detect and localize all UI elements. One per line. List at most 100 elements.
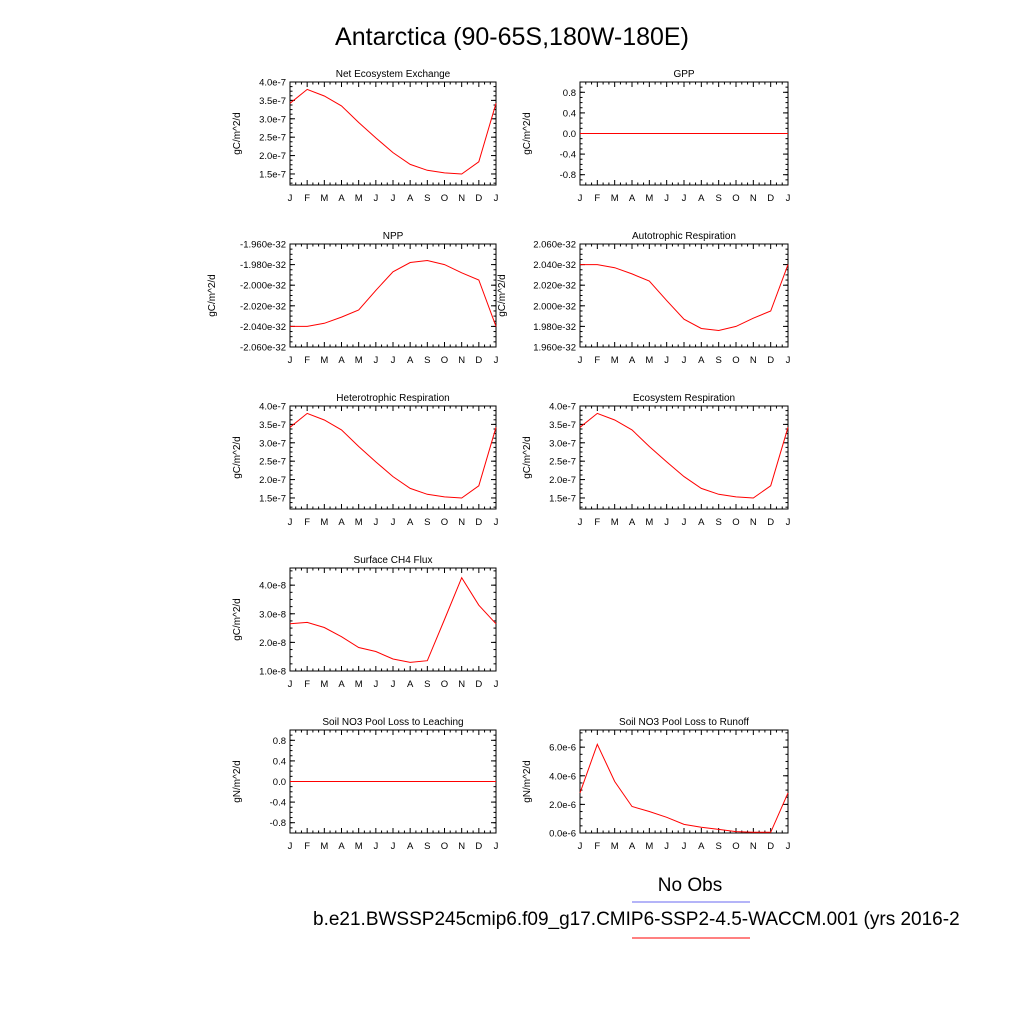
x-tick-label: A bbox=[407, 517, 414, 528]
y-tick-label: 0.0 bbox=[563, 129, 576, 140]
y-tick-label: 2.0e-7 bbox=[259, 151, 286, 162]
y-tick-label: 3.0e-7 bbox=[259, 438, 286, 449]
x-tick-label: M bbox=[355, 517, 363, 528]
x-tick-label: J bbox=[391, 841, 396, 852]
x-tick-label: A bbox=[629, 841, 636, 852]
x-tick-label: J bbox=[373, 841, 378, 852]
y-axis-label: gC/m^2/d bbox=[522, 112, 533, 155]
x-tick-label: N bbox=[750, 355, 757, 366]
series-line bbox=[289, 576, 497, 663]
y-axis-label: gN/m^2/d bbox=[522, 760, 533, 803]
x-tick-label: O bbox=[732, 517, 739, 528]
x-tick-label: D bbox=[767, 355, 774, 366]
x-tick-label: M bbox=[645, 193, 653, 204]
x-tick-label: A bbox=[338, 193, 345, 204]
y-axis-label: gC/m^2/d bbox=[232, 436, 243, 479]
series-line bbox=[579, 412, 789, 499]
x-tick-label: M bbox=[611, 517, 619, 528]
panel-title: Surface CH4 Flux bbox=[354, 555, 433, 566]
x-tick-label: J bbox=[288, 679, 293, 690]
x-tick-label: A bbox=[629, 517, 636, 528]
y-tick-label: -0.8 bbox=[560, 170, 576, 181]
x-tick-label: J bbox=[494, 193, 499, 204]
x-tick-label: J bbox=[664, 193, 669, 204]
y-tick-label: 2.040e-32 bbox=[533, 260, 576, 271]
x-tick-label: A bbox=[629, 355, 636, 366]
x-tick-label: A bbox=[338, 355, 345, 366]
x-tick-label: O bbox=[441, 841, 448, 852]
y-tick-label: 4.0e-7 bbox=[259, 402, 286, 413]
y-tick-label: 4.0e-7 bbox=[259, 78, 286, 89]
x-tick-label: J bbox=[664, 517, 669, 528]
y-tick-label: 0.0 bbox=[273, 777, 286, 788]
y-tick-label: 2.5e-7 bbox=[259, 457, 286, 468]
y-tick-label: 1.5e-7 bbox=[549, 493, 576, 504]
x-tick-label: A bbox=[698, 841, 705, 852]
x-tick-label: J bbox=[578, 355, 583, 366]
x-tick-label: J bbox=[391, 193, 396, 204]
x-tick-label: M bbox=[320, 517, 328, 528]
y-tick-label: 2.0e-7 bbox=[259, 475, 286, 486]
panel-title: Autotrophic Respiration bbox=[632, 231, 736, 242]
y-tick-label: -2.000e-32 bbox=[240, 281, 286, 292]
y-tick-label: 1.5e-7 bbox=[259, 169, 286, 180]
x-tick-label: J bbox=[664, 355, 669, 366]
y-tick-label: -0.4 bbox=[560, 150, 576, 161]
x-tick-label: J bbox=[391, 517, 396, 528]
x-tick-label: O bbox=[732, 841, 739, 852]
y-tick-label: 3.0e-8 bbox=[259, 609, 286, 620]
x-tick-label: J bbox=[786, 355, 791, 366]
y-tick-label: -2.060e-32 bbox=[240, 343, 286, 354]
y-tick-label: 0.4 bbox=[273, 756, 286, 767]
y-axis-label: gN/m^2/d bbox=[232, 760, 243, 803]
x-tick-label: M bbox=[645, 517, 653, 528]
x-tick-label: J bbox=[391, 679, 396, 690]
x-tick-label: J bbox=[288, 841, 293, 852]
x-tick-label: F bbox=[304, 517, 310, 528]
panel-title: Soil NO3 Pool Loss to Leaching bbox=[322, 717, 463, 728]
y-tick-label: 0.0e-6 bbox=[549, 829, 576, 840]
y-axis-label: gC/m^2/d bbox=[232, 112, 243, 155]
x-tick-label: J bbox=[786, 193, 791, 204]
x-tick-label: J bbox=[494, 517, 499, 528]
series-line bbox=[290, 259, 497, 327]
x-tick-label: J bbox=[786, 517, 791, 528]
x-tick-label: M bbox=[320, 679, 328, 690]
x-tick-label: N bbox=[458, 193, 465, 204]
x-tick-label: S bbox=[715, 841, 721, 852]
y-tick-label: 4.0e-6 bbox=[549, 771, 576, 782]
x-tick-label: S bbox=[424, 679, 430, 690]
x-tick-label: S bbox=[715, 517, 721, 528]
x-tick-label: A bbox=[407, 355, 414, 366]
page-title: Antarctica (90-65S,180W-180E) bbox=[335, 23, 689, 51]
series-line bbox=[579, 742, 789, 833]
x-tick-label: J bbox=[373, 517, 378, 528]
x-tick-label: J bbox=[391, 355, 396, 366]
x-tick-label: M bbox=[611, 193, 619, 204]
y-axis-label: gC/m^2/d bbox=[207, 274, 218, 317]
x-tick-label: A bbox=[698, 355, 705, 366]
plot-frame bbox=[289, 81, 497, 186]
y-tick-label: 1.0e-8 bbox=[259, 667, 286, 678]
x-tick-label: J bbox=[494, 679, 499, 690]
y-tick-label: 1.5e-7 bbox=[259, 493, 286, 504]
plot-frame bbox=[579, 243, 789, 348]
y-tick-label: -2.040e-32 bbox=[240, 322, 286, 333]
series-line bbox=[580, 264, 789, 332]
x-tick-label: M bbox=[320, 193, 328, 204]
x-tick-label: J bbox=[682, 841, 687, 852]
plot-frame bbox=[579, 405, 789, 510]
panel-title: Net Ecosystem Exchange bbox=[336, 69, 451, 80]
x-tick-label: S bbox=[424, 193, 430, 204]
x-tick-label: F bbox=[594, 355, 600, 366]
y-tick-label: 2.0e-7 bbox=[549, 475, 576, 486]
x-tick-label: S bbox=[424, 517, 430, 528]
x-tick-label: J bbox=[682, 193, 687, 204]
y-axis-label: gC/m^2/d bbox=[232, 598, 243, 641]
plot-frame bbox=[289, 243, 497, 348]
x-tick-label: J bbox=[786, 841, 791, 852]
x-tick-label: M bbox=[611, 841, 619, 852]
y-tick-label: 2.5e-7 bbox=[549, 457, 576, 468]
